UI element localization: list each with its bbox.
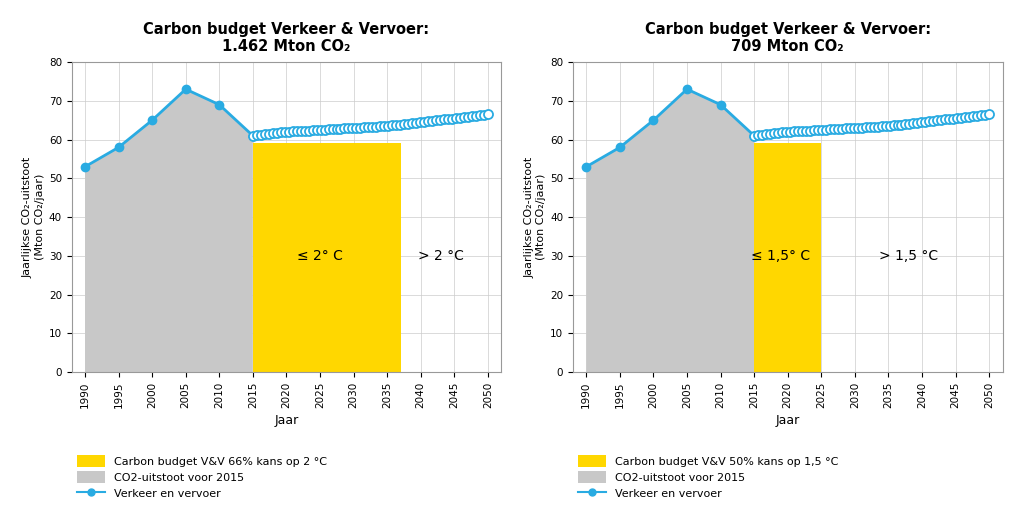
Y-axis label: Jaarlijkse CO₂-uitstoot
(Mton CO₂/jaar): Jaarlijkse CO₂-uitstoot (Mton CO₂/jaar) xyxy=(23,157,45,278)
Title: Carbon budget Verkeer & Vervoer:
1.462 Mton CO₂: Carbon budget Verkeer & Vervoer: 1.462 M… xyxy=(143,22,430,54)
X-axis label: Jaar: Jaar xyxy=(274,414,299,427)
Text: > 1,5 °C: > 1,5 °C xyxy=(879,249,938,263)
Text: ≤ 2° C: ≤ 2° C xyxy=(297,249,343,263)
Y-axis label: Jaarlijkse CO₂-uitstoot
(Mton CO₂/jaar): Jaarlijkse CO₂-uitstoot (Mton CO₂/jaar) xyxy=(524,157,546,278)
Title: Carbon budget Verkeer & Vervoer:
709 Mton CO₂: Carbon budget Verkeer & Vervoer: 709 Mto… xyxy=(644,22,931,54)
Text: ≤ 1,5° C: ≤ 1,5° C xyxy=(752,249,810,263)
Polygon shape xyxy=(586,89,754,372)
Legend: Carbon budget V&V 50% kans op 1,5 °C, CO2-uitstoot voor 2015, Verkeer en vervoer: Carbon budget V&V 50% kans op 1,5 °C, CO… xyxy=(578,455,839,498)
Polygon shape xyxy=(85,89,253,372)
Polygon shape xyxy=(754,143,821,372)
Legend: Carbon budget V&V 66% kans op 2 °C, CO2-uitstoot voor 2015, Verkeer en vervoer: Carbon budget V&V 66% kans op 2 °C, CO2-… xyxy=(77,455,326,498)
Polygon shape xyxy=(253,143,401,372)
X-axis label: Jaar: Jaar xyxy=(775,414,800,427)
Text: > 2 °C: > 2 °C xyxy=(418,249,463,263)
